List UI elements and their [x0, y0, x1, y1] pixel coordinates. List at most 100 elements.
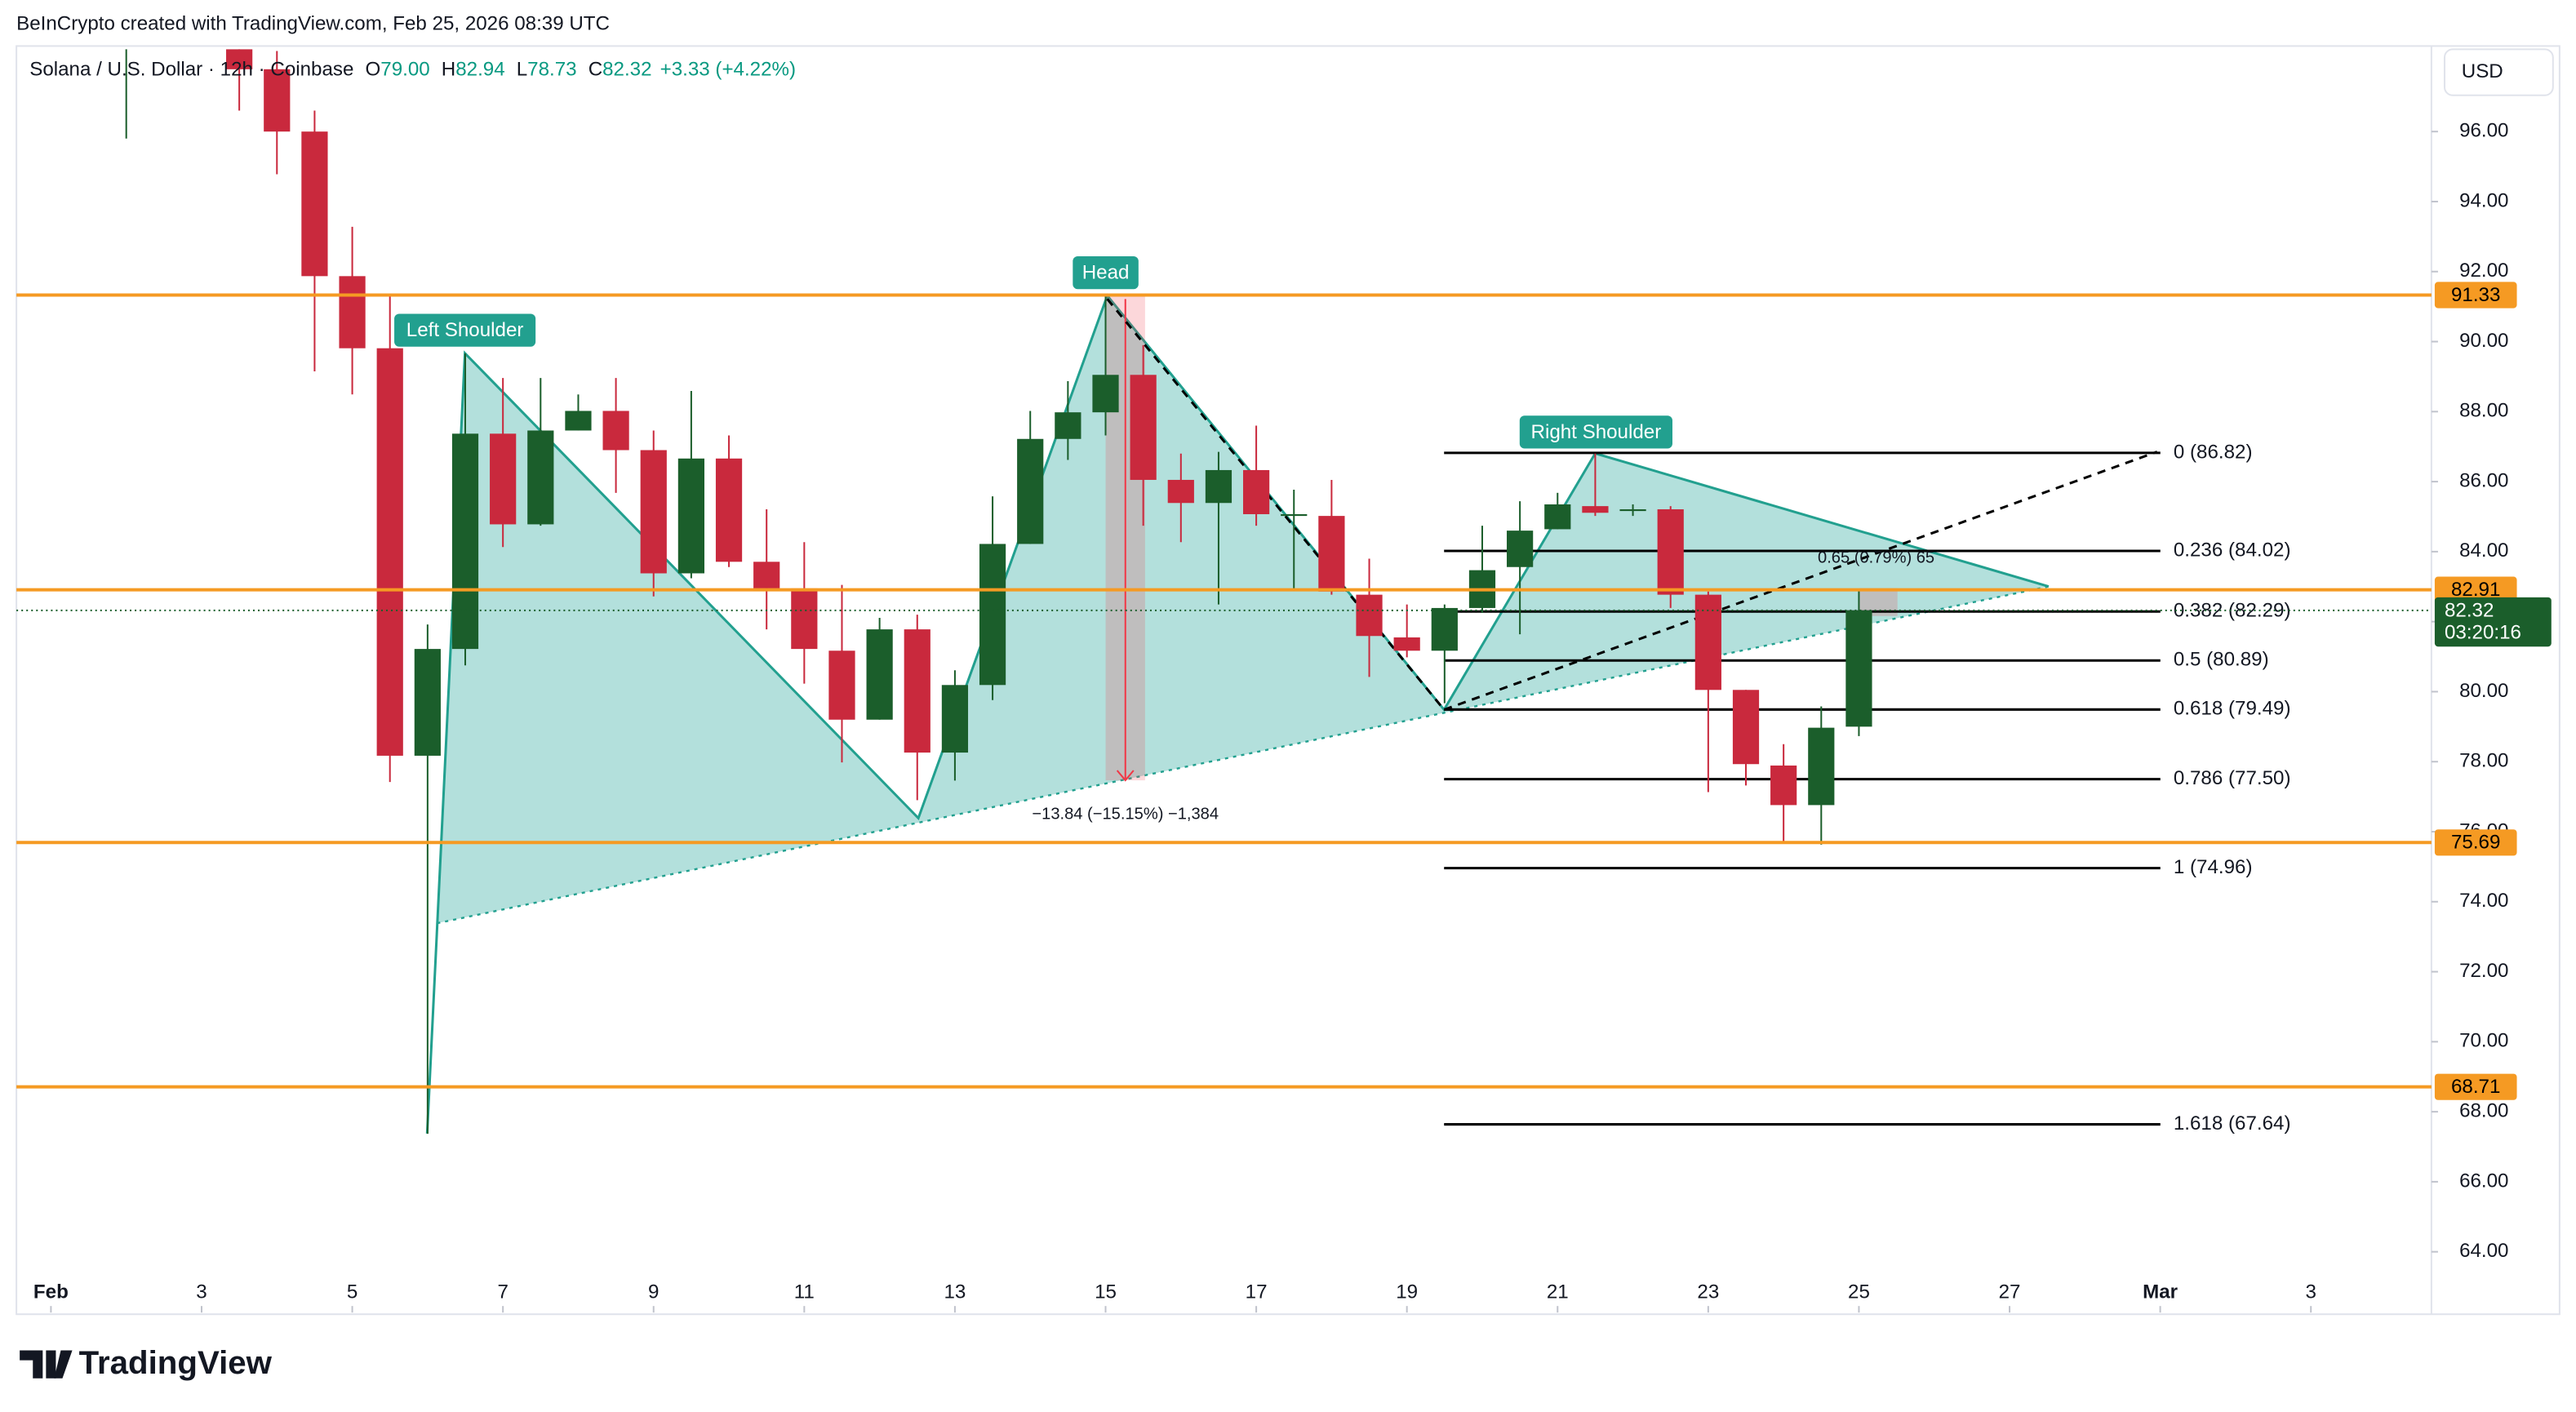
measure-label: −13.84 (−15.15%) −1,384 [1032, 806, 1219, 824]
candle-body [791, 588, 818, 650]
legend-value: C [588, 59, 602, 81]
legend-value: L [517, 59, 527, 81]
neckline [437, 585, 2050, 925]
candle-body [1205, 469, 1232, 504]
brand-icon [54, 1350, 73, 1379]
candle-body [1393, 637, 1420, 651]
fib-label: 0.618 (79.49) [2174, 698, 2291, 720]
candle-body [602, 411, 629, 451]
candle-body [1694, 594, 1721, 690]
fib-label: 0.5 (80.89) [2174, 649, 2269, 671]
candle-body [1092, 375, 1119, 413]
pattern-label: Right Shoulder [1531, 421, 1662, 443]
x-tick-label: 3 [2305, 1281, 2316, 1303]
legend-value: H [442, 59, 455, 81]
pattern-label: Left Shoulder [406, 319, 524, 341]
candle-body [226, 49, 253, 69]
fib-label: 0.236 (84.02) [2174, 539, 2291, 561]
last-price-tag [2434, 597, 2552, 647]
price-level-label: 68.71 [2451, 1076, 2500, 1098]
y-tick-label: 64.00 [2459, 1240, 2508, 1262]
x-tick-label: 23 [1697, 1281, 1719, 1303]
x-tick-label: 11 [794, 1281, 815, 1303]
candle-body [941, 685, 969, 753]
price-level-tag [2434, 576, 2517, 603]
attribution: BeInCrypto created with TradingView.com,… [16, 13, 610, 35]
y-tick-label: 88.00 [2459, 400, 2508, 422]
x-tick-label: 5 [347, 1281, 358, 1303]
symbol-legend: Solana / U.S. Dollar · 12h · Coinbase O79… [29, 59, 796, 81]
price-level-label: 75.69 [2451, 832, 2500, 854]
candle-body [527, 430, 554, 525]
x-tick-label: 21 [1547, 1281, 1569, 1303]
currency-label[interactable]: USD [2462, 60, 2503, 82]
candle-body [1130, 375, 1157, 480]
candle-body [1167, 479, 1194, 504]
candle-body [490, 433, 517, 525]
candle-body [1055, 412, 1081, 439]
price-level-tag [2434, 282, 2517, 309]
brand-name: TradingView [79, 1344, 273, 1381]
y-tick-label: 74.00 [2459, 890, 2508, 912]
candle-body [264, 69, 291, 132]
x-tick-label: 3 [196, 1281, 207, 1303]
y-tick-label: 68.00 [2459, 1099, 2508, 1121]
header: Solana / U.S. Dollar · 12h · Coinbase O79… [29, 48, 2554, 96]
measure-arrow-head [1116, 770, 1135, 782]
candle-body [565, 411, 592, 431]
candle-body [640, 450, 667, 574]
candle-body [1507, 531, 1534, 567]
candle-body [1356, 594, 1383, 637]
legend-value: O [366, 59, 381, 81]
currency-button[interactable] [2443, 48, 2554, 96]
price-level-label: 82.91 [2451, 579, 2500, 601]
y-tick-label: 90.00 [2459, 330, 2508, 352]
fib-label: 0.786 (77.50) [2174, 767, 2291, 789]
candle-body [1582, 506, 1609, 513]
fib-label: 0.382 (82.29) [2174, 600, 2291, 622]
legend-value: 78.73 [527, 59, 576, 81]
y-tick-label: 84.00 [2459, 539, 2508, 562]
y-tick-label: 86.00 [2459, 469, 2508, 491]
legend-value: 82.94 [455, 59, 504, 81]
x-tick-label: 9 [648, 1281, 659, 1303]
y-tick-label: 92.00 [2459, 260, 2508, 282]
fib-label: 0 (86.82) [2174, 441, 2253, 463]
x-tick-label: Feb [33, 1281, 69, 1303]
candle-body [414, 649, 441, 756]
candle-body [376, 348, 403, 756]
candle-body [1732, 690, 1760, 765]
legend-value: 82.32 [602, 59, 651, 81]
y-tick-label: 96.00 [2459, 120, 2508, 142]
price-level-tag [2434, 829, 2517, 856]
candle-body [715, 458, 743, 562]
chart-frame [16, 45, 2560, 1316]
y-tick-label: 66.00 [2459, 1170, 2508, 1192]
x-tick-label: 19 [1396, 1281, 1418, 1303]
candle-body [904, 629, 930, 753]
countdown-label: 03:20:16 [2445, 621, 2521, 643]
y-tick-label: 80.00 [2459, 680, 2508, 702]
candle-body [1431, 607, 1458, 651]
price-level-label: 91.33 [2451, 284, 2500, 306]
candle-body [1281, 513, 1308, 517]
candle-body [1657, 508, 1684, 595]
y-tick-label: 72.00 [2459, 960, 2508, 982]
x-tick-label: 13 [944, 1281, 966, 1303]
x-tick-label: 27 [1999, 1281, 2021, 1303]
y-tick-label: 78.00 [2459, 750, 2508, 772]
head-shoulders-fill [437, 295, 2049, 924]
brand-icon [20, 1350, 56, 1379]
label-box [1519, 415, 1672, 449]
x-tick-label: 15 [1095, 1281, 1117, 1303]
fib-label: 1.618 (67.64) [2174, 1112, 2291, 1134]
last-price-label: 82.32 [2445, 599, 2494, 621]
candle-body [753, 562, 780, 588]
candle-body [1544, 504, 1571, 530]
candle-body [339, 276, 366, 349]
pattern-label: Head [1082, 262, 1130, 284]
y-tick-label: 70.00 [2459, 1030, 2508, 1052]
label-box [1073, 256, 1139, 290]
candle-body [1845, 610, 1872, 727]
